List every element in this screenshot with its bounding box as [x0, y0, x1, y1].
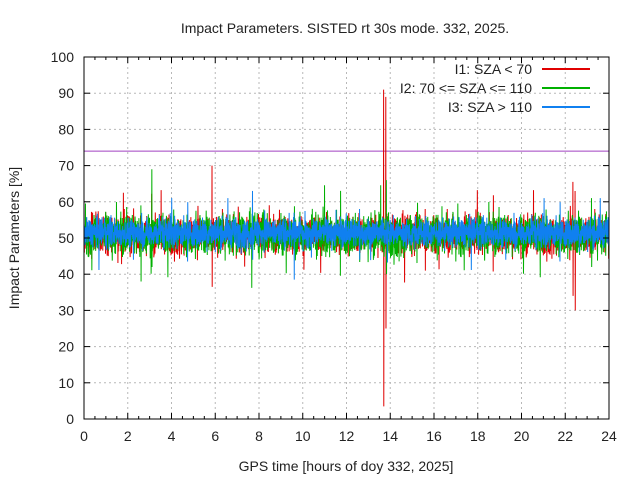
chart-title: Impact Parameters. SISTED rt 30s mode. 3… [181, 20, 509, 36]
legend-label: I2: 70 <= SZA <= 110 [400, 80, 532, 96]
y-tick-label: 60 [58, 194, 74, 210]
x-tick-label: 10 [295, 428, 311, 444]
x-tick-label: 16 [426, 428, 442, 444]
x-tick-label: 8 [255, 428, 263, 444]
x-tick-label: 0 [80, 428, 88, 444]
x-tick-label: 18 [470, 428, 486, 444]
y-tick-label: 80 [58, 121, 74, 137]
y-axis-label: Impact Parameters [%] [6, 167, 22, 309]
series-layer [83, 89, 610, 407]
y-tick-label: 10 [58, 375, 74, 391]
y-tick-label: 50 [58, 230, 74, 246]
tick-layer: 0 2 4 6 8 10 12 14 16 18 20 22 240102030405060708090… [51, 49, 617, 444]
x-tick-label: 6 [211, 428, 219, 444]
y-tick-label: 30 [58, 302, 74, 318]
y-tick-label: 40 [58, 266, 74, 282]
x-axis-label: GPS time [hours of doy 332, 2025] [239, 458, 454, 474]
y-tick-label: 0 [66, 411, 74, 427]
x-tick-label: 12 [339, 428, 355, 444]
x-tick-label: 4 [168, 428, 176, 444]
y-tick-label: 20 [58, 339, 74, 355]
legend: I1: SZA < 70 I2: 70 <= SZA <= 110 I3: SZA … [400, 61, 590, 115]
y-tick-label: 70 [58, 158, 74, 174]
x-tick-label: 2 [124, 428, 132, 444]
legend-label: I1: SZA < 70 [455, 61, 533, 77]
x-tick-label: 14 [382, 428, 398, 444]
legend-label: I3: SZA > 110 [448, 99, 532, 115]
y-tick-label: 90 [58, 85, 74, 101]
y-tick-label: 100 [51, 49, 75, 65]
x-tick-label: 24 [601, 428, 617, 444]
x-tick-label: 22 [557, 428, 573, 444]
series-line-3 [83, 190, 610, 280]
x-tick-label: 20 [514, 428, 530, 444]
